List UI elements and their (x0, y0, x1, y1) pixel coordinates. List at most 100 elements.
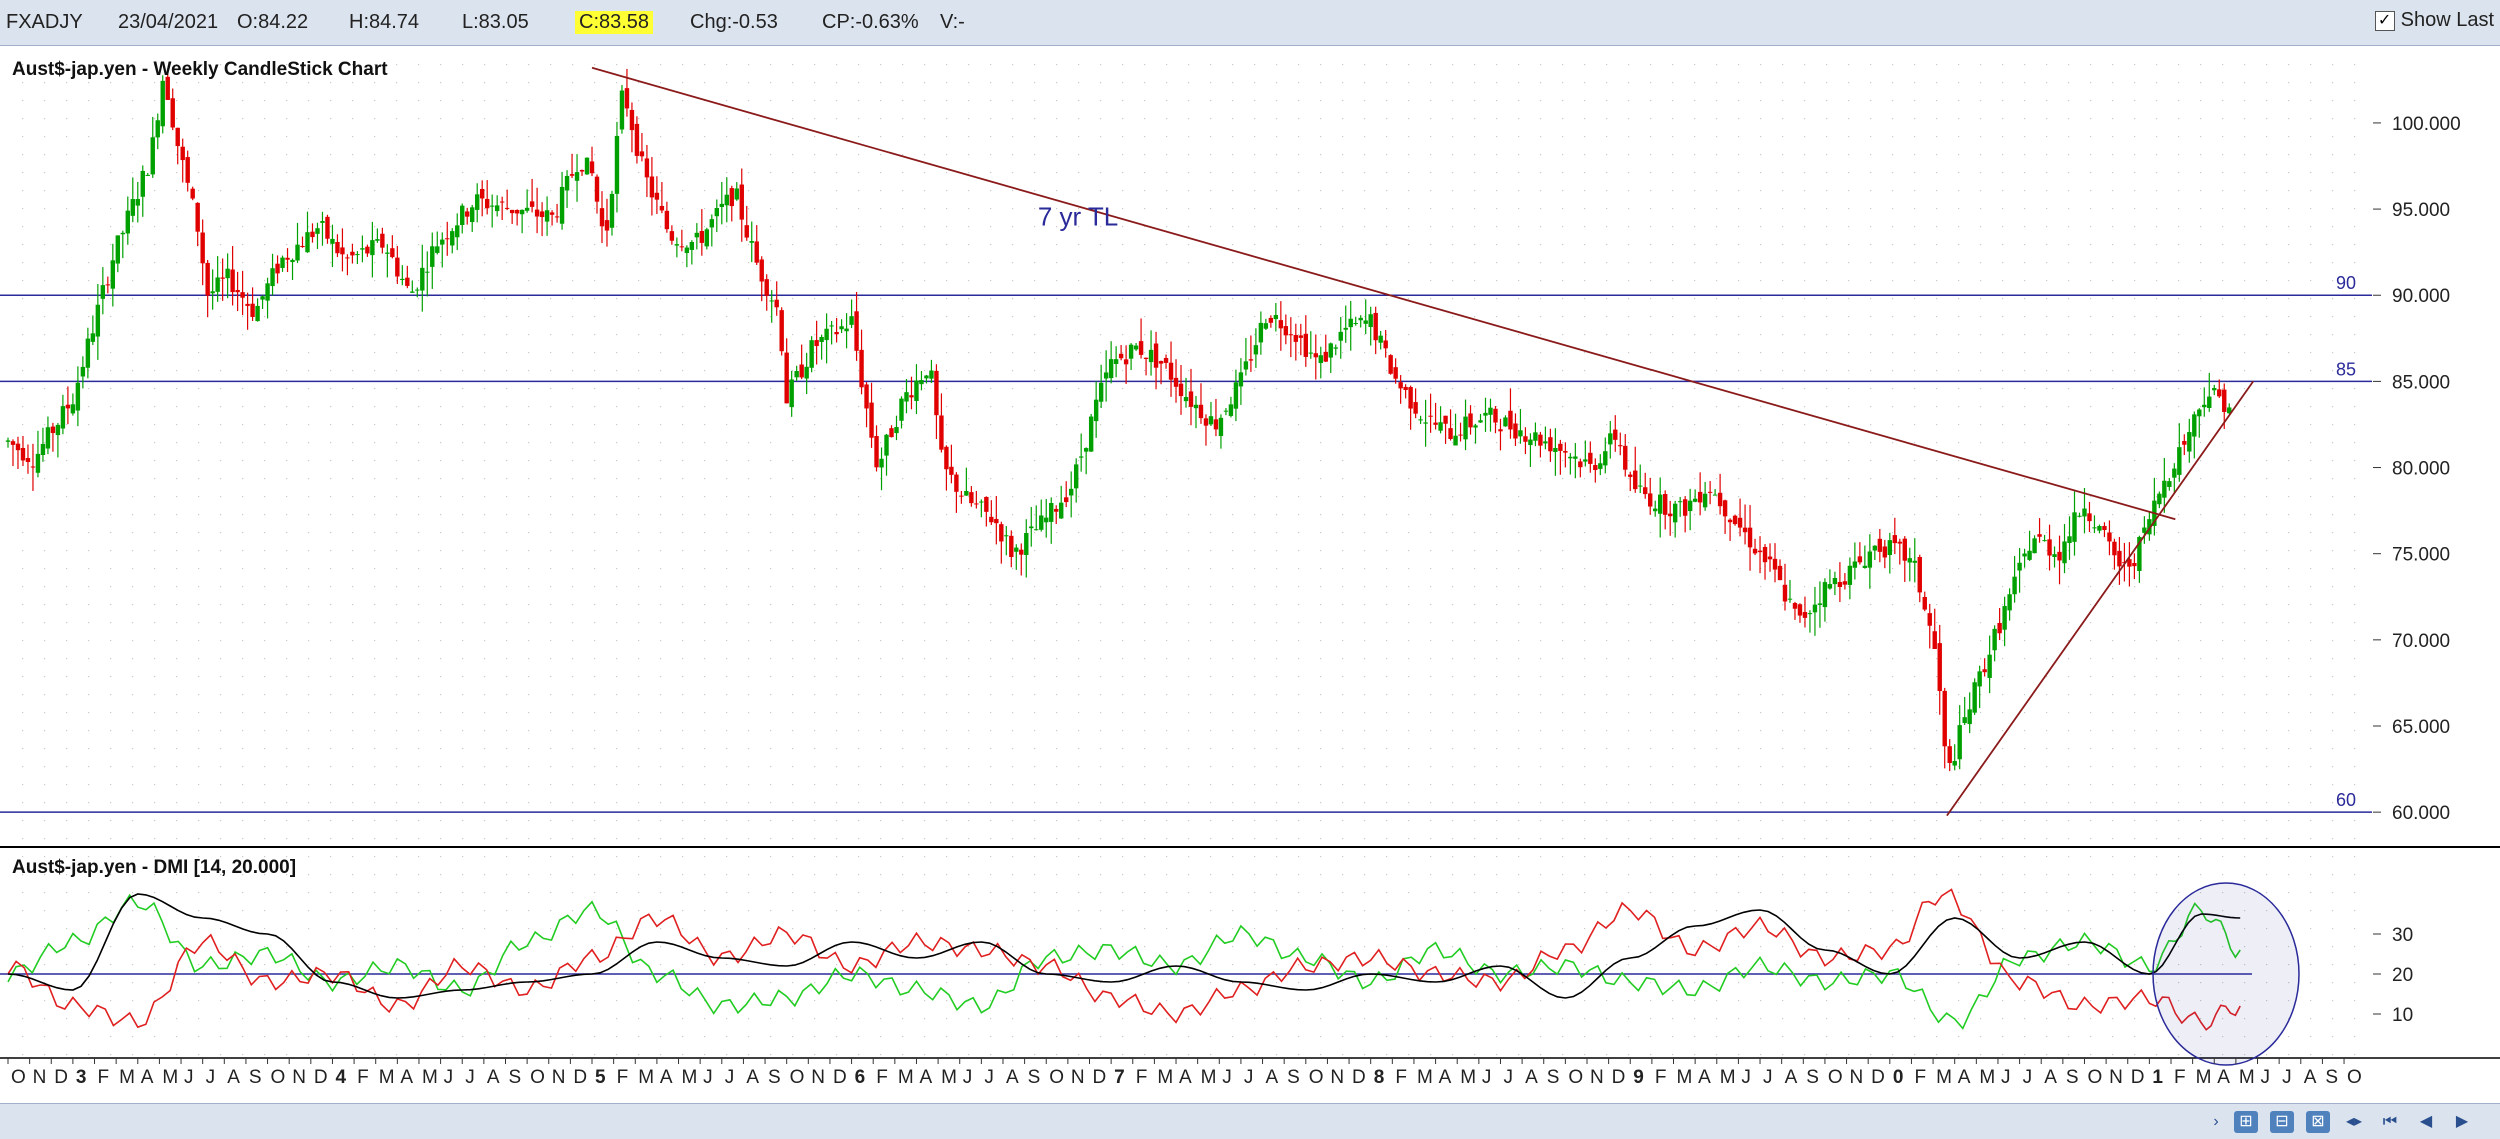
x-tick-label: D (1871, 1067, 1885, 1088)
candle (1228, 404, 1234, 416)
candle (420, 267, 425, 291)
candle (280, 257, 285, 268)
price-chart-title: Aust$-jap.yen - Weekly CandleStick Chart (12, 59, 388, 80)
candle (2207, 396, 2212, 409)
candle (1478, 420, 1483, 423)
candle (295, 244, 300, 261)
candle (824, 328, 829, 341)
candle (1513, 423, 1518, 439)
candle (1887, 540, 1893, 556)
candle (1198, 404, 1204, 419)
goto-end-icon[interactable]: ⏮ (2382, 1113, 2398, 1130)
x-tick-label: O (271, 1067, 286, 1088)
scroll-right-icon[interactable]: › (2213, 1113, 2219, 1130)
candle (664, 210, 670, 230)
candle (270, 268, 275, 287)
candle (1158, 361, 1164, 364)
candle (979, 501, 984, 503)
candle (2172, 468, 2177, 478)
candle (1313, 353, 1318, 358)
candle (1118, 353, 1124, 359)
candle (1952, 760, 1957, 766)
dmi-series-line (7, 893, 2241, 1030)
scroll-left-arrow-icon[interactable]: ◀ (2419, 1113, 2433, 1130)
candle (405, 277, 410, 286)
candle (1443, 415, 1448, 424)
candle (1493, 408, 1498, 423)
lock-icon[interactable]: ⊠ (2306, 1111, 2330, 1133)
candle (1837, 582, 1843, 588)
candle (1103, 372, 1109, 379)
candle (85, 338, 91, 368)
show-last-toggle[interactable]: ✓ Show Last (2374, 9, 2494, 32)
x-tick-label: N (33, 1067, 47, 1088)
candle (60, 406, 66, 429)
candle (2017, 562, 2022, 571)
dmi-y-tick-label: 10 (2392, 1005, 2413, 1026)
candle (245, 303, 250, 306)
candle (1143, 357, 1149, 359)
candle (2012, 576, 2017, 595)
x-tick-label: S (2066, 1067, 2079, 1088)
candle (2137, 537, 2142, 571)
candle (385, 252, 390, 254)
scroll-both-icon[interactable]: ◂▸ (2345, 1113, 2363, 1130)
candle (2112, 541, 2117, 556)
x-tick-label: J (1222, 1067, 1232, 1088)
candle (489, 205, 495, 207)
dmi-panel: 10 20 30 (0, 882, 2413, 1066)
candle (1049, 503, 1054, 522)
candle (1528, 439, 1533, 446)
x-tick-label: M (2239, 1067, 2255, 1088)
zoom-in-icon[interactable]: ⊞ (2234, 1111, 2258, 1133)
y-tick-label: 95.000 (2392, 200, 2450, 221)
x-tick-label: O (1568, 1067, 1583, 1088)
candle (140, 170, 145, 197)
candle (1583, 459, 1588, 462)
candle (20, 447, 26, 461)
candle (2222, 389, 2227, 412)
candle (864, 384, 869, 409)
candle (455, 225, 460, 238)
candle (2227, 407, 2232, 414)
candle (704, 229, 710, 247)
candle (2047, 539, 2052, 556)
candle (1128, 344, 1134, 359)
candle (2077, 515, 2082, 517)
candle (819, 336, 824, 342)
candle (5, 440, 11, 442)
candle (2072, 512, 2077, 542)
candle (135, 198, 140, 206)
candle (969, 492, 974, 504)
candle (1847, 565, 1853, 585)
x-tick-label: J (206, 1067, 216, 1088)
candle (1757, 550, 1763, 553)
candle (1523, 436, 1528, 442)
candle (2067, 536, 2072, 544)
x-tick-label: A (2304, 1067, 2317, 1088)
candle (1892, 535, 1898, 544)
scroll-right-arrow-icon[interactable]: ▶ (2455, 1113, 2469, 1130)
candle (1802, 612, 1808, 618)
candle (1558, 443, 1563, 451)
candle (1712, 494, 1718, 496)
candle (120, 232, 126, 235)
candle (654, 192, 660, 200)
candle (1373, 312, 1378, 341)
x-tick-label: A (746, 1067, 759, 1088)
checkbox-icon[interactable]: ✓ (2374, 10, 2395, 31)
candle (949, 466, 954, 475)
candle (1333, 347, 1338, 349)
chart-area[interactable]: 60.000 65.000 70.000 75.000 80.000 85.000 90.0… (0, 46, 2500, 1103)
x-tick-label: N (1850, 1067, 1864, 1088)
candle (589, 161, 595, 174)
candle (1348, 318, 1353, 328)
zoom-out-icon[interactable]: ⊟ (2270, 1111, 2294, 1133)
candle (609, 193, 615, 228)
candle (1782, 584, 1788, 602)
candle (879, 458, 884, 468)
candle (1263, 323, 1269, 329)
x-tick-label: S (1806, 1067, 1819, 1088)
candle (554, 216, 560, 218)
